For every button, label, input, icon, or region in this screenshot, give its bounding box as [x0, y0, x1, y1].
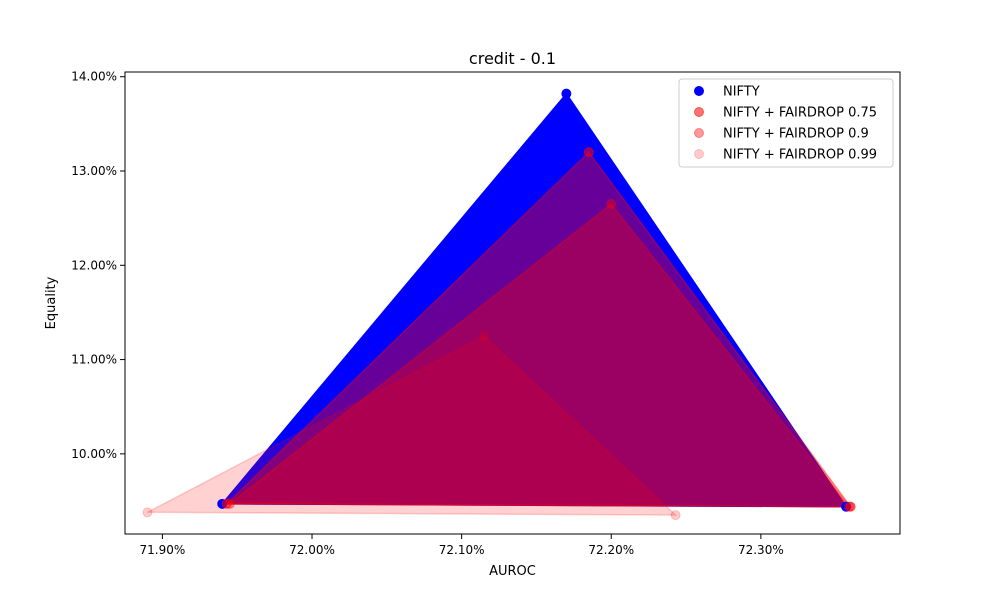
series-area-2 [224, 150, 853, 508]
data-point-series-4 [142, 507, 153, 518]
data-point-series-3 [224, 498, 235, 509]
series-area-1 [220, 92, 848, 508]
legend-label-2: NIFTY + FAIRDROP 0.75 [723, 106, 877, 121]
y-tick-label: 10.00% [71, 447, 117, 461]
y-tick-label: 14.00% [71, 70, 117, 84]
x-axis-ticks: 71.90% 72.00% 72.10% 72.20% 72.30% [140, 534, 784, 557]
x-tick-label: 72.30% [738, 543, 784, 557]
legend-marker-3 [694, 128, 704, 138]
series-area-3 [227, 202, 851, 508]
data-point-series-2 [845, 501, 856, 512]
series-markers [142, 88, 856, 521]
data-point-series-3 [844, 501, 855, 512]
y-tick-label: 13.00% [71, 164, 117, 178]
data-point-series-4 [670, 510, 681, 521]
y-tick-label: 12.00% [71, 258, 117, 272]
y-axis-label: Equality [44, 276, 59, 329]
legend: NIFTY NIFTY + FAIRDROP 0.75 NIFTY + FAIRDR… [678, 78, 894, 168]
legend-items: NIFTY NIFTY + FAIRDROP 0.75 NIFTY + FAIRDR… [694, 85, 877, 163]
legend-label-4: NIFTY + FAIRDROP 0.99 [723, 148, 877, 163]
chart-title: credit - 0.1 [469, 49, 556, 68]
x-axis-label: AUROC [489, 564, 536, 579]
series-area-4 [147, 335, 678, 516]
legend-label-1: NIFTY [723, 85, 760, 100]
data-point-series-2 [221, 498, 232, 509]
data-point-series-4 [479, 331, 490, 341]
legend-label-3: NIFTY + FAIRDROP 0.9 [723, 127, 869, 142]
legend-marker-2 [694, 107, 704, 117]
x-tick-label: 72.00% [289, 543, 335, 557]
y-axis-ticks: 10.00% 11.00% 12.00% 13.00% 14.00% [71, 70, 125, 461]
x-tick-label: 72.10% [439, 543, 485, 557]
y-tick-label: 11.00% [71, 353, 117, 367]
data-point-series-3 [606, 199, 617, 209]
x-tick-label: 72.20% [588, 543, 634, 557]
data-point-series-1 [561, 88, 572, 99]
series-fills [147, 92, 853, 516]
x-tick-label: 71.90% [140, 543, 186, 557]
legend-box [678, 78, 894, 168]
legend-marker-4 [694, 149, 704, 159]
plot-area [142, 88, 856, 521]
data-point-series-2 [583, 147, 594, 158]
axes-frame [124, 71, 901, 535]
legend-marker-1 [694, 86, 704, 96]
